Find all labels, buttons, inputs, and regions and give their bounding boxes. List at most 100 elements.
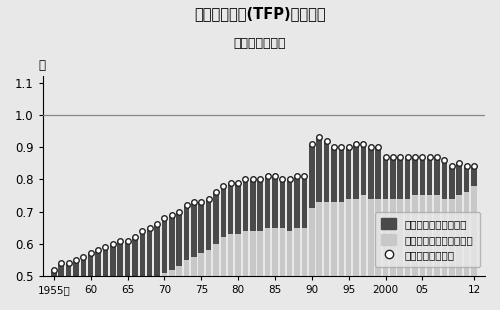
Bar	[346, 199, 352, 310]
Bar	[140, 295, 145, 310]
Bar	[287, 179, 292, 231]
Bar	[412, 157, 418, 195]
Bar	[169, 269, 174, 310]
Bar	[265, 228, 270, 310]
Bar	[132, 237, 138, 302]
Bar	[376, 147, 381, 199]
Bar	[405, 157, 410, 199]
Bar	[169, 215, 174, 269]
Bar	[213, 192, 218, 244]
Bar	[471, 186, 476, 310]
Bar	[272, 176, 278, 228]
Bar	[309, 208, 314, 310]
Bar	[110, 244, 116, 310]
Bar	[398, 157, 403, 199]
Bar	[132, 302, 138, 310]
Bar	[176, 211, 182, 266]
Bar	[434, 157, 440, 195]
Bar	[176, 266, 182, 310]
Bar	[456, 163, 462, 195]
Bar	[258, 179, 263, 231]
Bar	[265, 176, 270, 228]
Bar	[184, 260, 190, 310]
Bar	[434, 195, 440, 310]
Bar	[398, 199, 403, 310]
Bar	[442, 199, 447, 310]
Bar	[51, 269, 57, 310]
Bar	[420, 157, 425, 195]
Bar	[427, 157, 432, 195]
Bar	[382, 157, 388, 199]
Bar	[449, 199, 454, 310]
Bar	[316, 137, 322, 202]
Legend: 製造業に起因する部分, 非製造業に起因する部分, 生産性格差の合計: 製造業に起因する部分, 非製造業に起因する部分, 生産性格差の合計	[374, 212, 480, 267]
Bar	[309, 144, 314, 208]
Bar	[96, 250, 101, 310]
Bar	[66, 263, 71, 310]
Bar	[206, 199, 212, 250]
Bar	[198, 253, 204, 310]
Bar	[198, 202, 204, 253]
Bar	[354, 199, 359, 310]
Bar	[102, 247, 108, 310]
Bar	[73, 260, 78, 310]
Bar	[412, 195, 418, 310]
Bar	[162, 273, 167, 310]
Bar	[294, 176, 300, 228]
Bar	[242, 231, 248, 310]
Bar	[220, 186, 226, 237]
Bar	[302, 228, 307, 310]
Bar	[287, 231, 292, 310]
Bar	[405, 199, 410, 310]
Bar	[368, 147, 374, 199]
Bar	[154, 224, 160, 282]
Bar	[338, 147, 344, 202]
Bar	[464, 166, 469, 192]
Bar	[280, 179, 285, 228]
Bar	[250, 179, 256, 231]
Bar	[302, 176, 307, 228]
Bar	[206, 250, 212, 310]
Bar	[118, 241, 123, 308]
Bar	[236, 234, 241, 310]
Bar	[184, 205, 190, 260]
Bar	[368, 199, 374, 310]
Bar	[324, 141, 330, 202]
Bar	[147, 228, 152, 289]
Bar	[390, 157, 396, 199]
Bar	[154, 282, 160, 310]
Bar	[449, 166, 454, 199]
Bar	[88, 253, 94, 310]
Bar	[280, 228, 285, 310]
Bar	[191, 202, 196, 257]
Bar	[213, 244, 218, 310]
Bar	[354, 144, 359, 199]
Bar	[331, 147, 336, 202]
Bar	[390, 199, 396, 310]
Bar	[324, 202, 330, 310]
Bar	[294, 228, 300, 310]
Bar	[242, 179, 248, 231]
Bar	[58, 263, 64, 310]
Bar	[420, 195, 425, 310]
Bar	[272, 228, 278, 310]
Bar	[456, 195, 462, 310]
Bar	[228, 234, 234, 310]
Bar	[236, 183, 241, 234]
Bar	[346, 147, 352, 199]
Text: 倍: 倍	[38, 59, 46, 72]
Bar	[118, 308, 123, 310]
Bar	[360, 144, 366, 195]
Bar	[162, 218, 167, 273]
Bar	[338, 202, 344, 310]
Bar	[442, 160, 447, 199]
Bar	[80, 257, 86, 310]
Bar	[331, 202, 336, 310]
Bar	[250, 231, 256, 310]
Bar	[191, 257, 196, 310]
Bar	[220, 237, 226, 310]
Bar	[427, 195, 432, 310]
Bar	[140, 231, 145, 295]
Bar	[464, 192, 469, 310]
Bar	[125, 305, 130, 310]
